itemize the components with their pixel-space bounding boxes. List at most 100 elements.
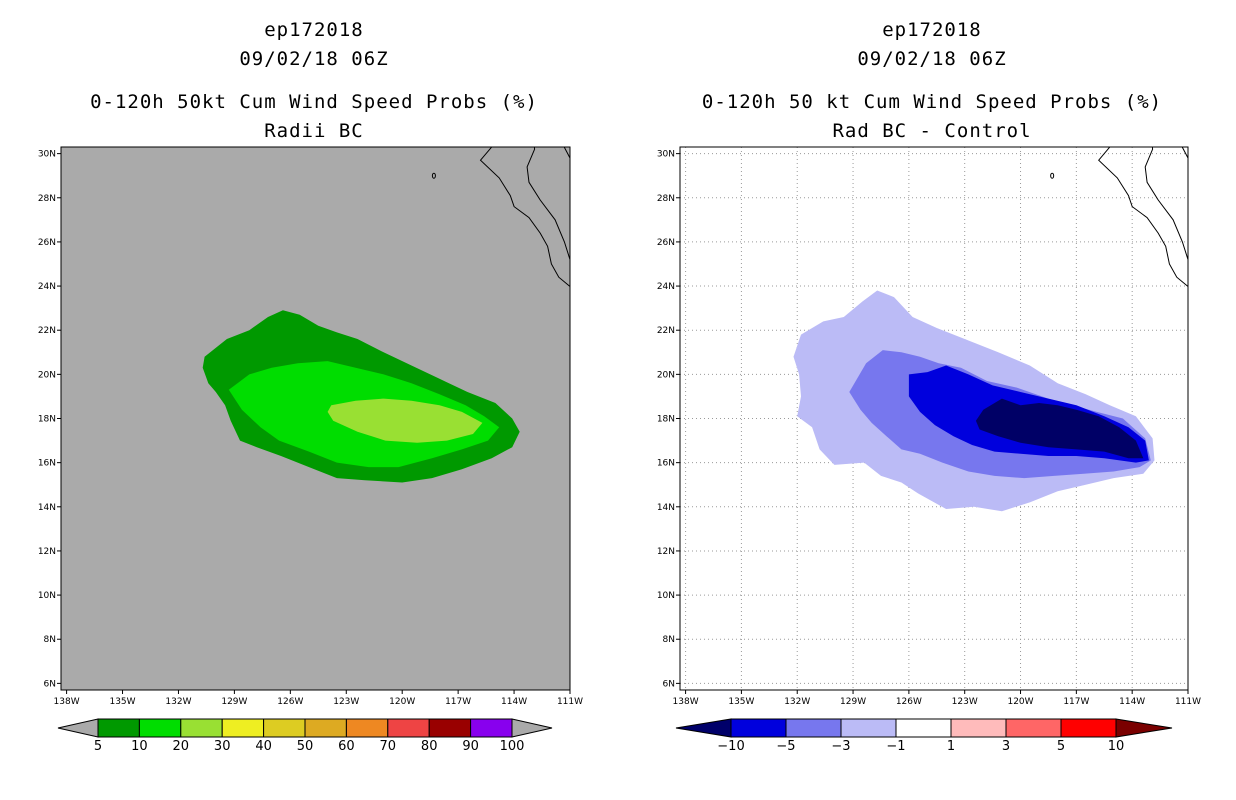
contour-20-30 [327,398,483,443]
x-tick-label: 138W [54,697,80,707]
y-tick-label: 16N [38,459,56,469]
x-tick-label: 123W [952,697,978,707]
colorbar-label: 1 [947,739,955,754]
colorbar-swatch [221,718,265,738]
y-tick-label: 6N [44,679,56,689]
colorbar-swatch [730,718,787,738]
y-tick-label: 12N [38,547,56,557]
y-tick-label: 18N [657,415,675,425]
left-product-title: 0-120h 50kt Cum Wind Speed Probs (%) [90,91,538,113]
x-tick-label: 138W [673,697,699,707]
y-tick-label: 28N [657,194,675,204]
colorbar-label: 90 [462,739,479,754]
x-tick-label: 129W [221,697,247,707]
y-tick-label: 24N [38,282,56,292]
right-map-panel: 138W 135W 132W 129W 126W 123W 120W 117W 114W 111W… [657,146,1201,707]
colorbar-swatch [1060,718,1117,738]
y-tick-label: 16N [657,459,675,469]
colorbar-label: 5 [94,739,102,754]
coastline [526,147,570,261]
colorbar-label: −1 [886,739,905,754]
colorbar-label: 30 [214,739,231,754]
colorbar-label: 80 [421,739,438,754]
colorbar-label: 40 [255,739,272,754]
colorbar-label: 5 [1057,739,1065,754]
left-panel-subtitle: 0-120h 50kt Cum Wind Speed Probs (%) Rad… [58,88,570,146]
left-colorbar: 5 10 20 30 40 50 60 70 80 90 100 [57,718,553,754]
x-tick-label: 135W [109,697,135,707]
colorbar-right-arrow [511,718,553,738]
right-storm-id: ep172018 [882,19,982,41]
colorbar-swatch [345,718,389,738]
island-socorro [1188,399,1191,402]
y-tick-label: 22N [657,326,675,336]
left-datetime: 09/02/18 06Z [239,48,389,70]
x-tick-label: 123W [333,697,359,707]
right-panel-title: ep172018 09/02/18 06Z [676,16,1188,74]
island-guadalupe [431,172,436,179]
colorbar-label: 10 [1108,739,1125,754]
x-tick-label: 111W [557,697,583,707]
colorbar-label: 60 [338,739,355,754]
y-tick-label: 6N [663,679,675,689]
colorbar-label: 70 [380,739,397,754]
x-tick-label: 126W [896,697,922,707]
colorbar-label: 100 [500,739,525,754]
colorbar-swatch [428,718,472,738]
colorbar-swatch [263,718,306,738]
coastline [563,147,570,176]
y-tick-label: 26N [657,238,675,248]
left-map-panel: 138W 135W 132W 129W 126W 123W 120W 117W 114W 111W… [38,146,583,707]
x-tick-label: 132W [165,697,191,707]
left-panel-title: ep172018 09/02/18 06Z [58,16,570,74]
y-tick-label: 14N [38,503,56,513]
left-variant-title: Radii BC [264,120,364,142]
right-product-title: 0-120h 50 kt Cum Wind Speed Probs (%) [701,91,1163,113]
colorbar-swatch [1005,718,1062,738]
y-tick-label: 10N [38,591,56,601]
x-tick-label: 126W [277,697,303,707]
x-tick-label: 114W [501,697,527,707]
colorbar-right-arrow [1115,718,1173,738]
coastline [1098,147,1188,288]
colorbar-swatch [180,718,223,738]
right-panel-subtitle: 0-120h 50 kt Cum Wind Speed Probs (%) Ra… [676,88,1188,146]
colorbar-swatch [387,718,430,738]
y-tick-label: 18N [38,415,56,425]
colorbar-label: 3 [1002,739,1010,754]
y-tick-label: 30N [657,150,675,160]
y-tick-label: 26N [38,238,56,248]
right-map-content [680,147,1191,690]
y-tick-label: 14N [657,503,675,513]
y-tick-label: 12N [657,547,675,557]
coastline [1181,147,1188,176]
left-storm-id: ep172018 [264,19,364,41]
colorbar-label: 20 [173,739,190,754]
colorbar-label: −5 [776,739,795,754]
x-tick-label: 114W [1119,697,1145,707]
island-socorro [570,399,573,402]
island-guadalupe [1050,172,1055,179]
colorbar-swatch [785,718,842,738]
colorbar-swatch [138,718,182,738]
colorbar-swatch [950,718,1007,738]
colorbar-label: −10 [717,739,744,754]
colorbar-swatch [470,718,513,738]
colorbar-swatch [97,718,140,738]
colorbar-swatch [304,718,347,738]
colorbar-label: −3 [831,739,850,754]
y-tick-label: 20N [38,370,56,380]
y-tick-label: 8N [44,635,56,645]
y-tick-label: 8N [663,635,675,645]
colorbar-left-arrow [675,718,732,738]
x-tick-label: 132W [784,697,810,707]
colorbar-swatch [840,718,897,738]
y-tick-label: 24N [657,282,675,292]
x-tick-label: 129W [840,697,866,707]
y-tick-label: 20N [657,370,675,380]
colorbar-label: 10 [131,739,148,754]
x-tick-label: 120W [389,697,415,707]
right-colorbar: −10 −5 −3 −1 1 3 5 10 [675,718,1173,754]
colorbar-label: 50 [297,739,314,754]
